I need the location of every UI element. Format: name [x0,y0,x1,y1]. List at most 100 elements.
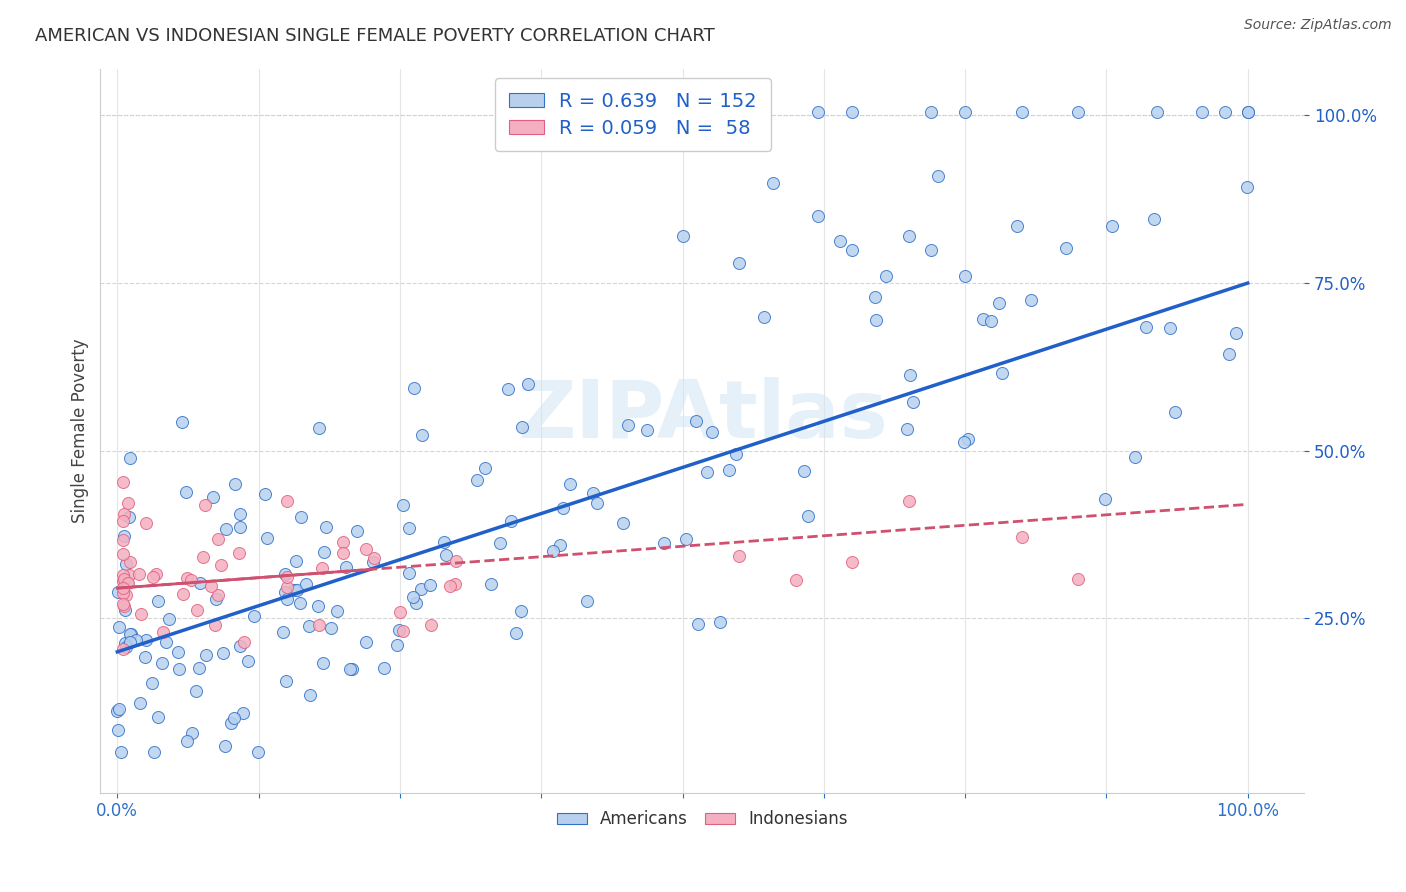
Americans [319,622,342,636]
Americans [118,451,141,466]
Americans [236,654,259,668]
Americans [685,414,707,428]
Americans [284,554,307,568]
Y-axis label: Single Female Poverty: Single Female Poverty [72,338,89,523]
Indonesians [176,571,198,585]
Indonesians [112,572,135,586]
Americans [1164,405,1187,419]
Indonesians [200,579,222,593]
Americans [972,312,994,326]
Americans [405,596,427,610]
Americans [274,585,297,599]
Americans [465,473,488,487]
Indonesians [354,542,377,557]
Indonesians [111,597,134,611]
Americans [114,635,136,649]
Indonesians [142,570,165,584]
Americans [290,509,312,524]
Indonesians [443,577,465,591]
Americans [1011,105,1033,120]
Americans [1135,320,1157,334]
Americans [190,575,212,590]
Americans [214,739,236,753]
Indonesians [186,603,208,617]
Americans [339,662,361,676]
Americans [118,510,141,524]
Americans [548,538,571,552]
Americans [205,591,228,606]
Indonesians [439,579,461,593]
Americans [120,627,142,641]
Americans [276,592,298,607]
Indonesians [111,514,134,528]
Indonesians [276,569,298,583]
Indonesians [172,587,194,601]
Americans [271,625,294,640]
Americans [187,661,209,675]
Americans [110,746,132,760]
Americans [807,209,830,223]
Americans [558,476,581,491]
Americans [283,582,305,597]
Americans [274,566,297,581]
Americans [841,243,863,257]
Indonesians [392,624,415,639]
Americans [229,508,252,522]
Americans [717,463,740,477]
Americans [146,710,169,724]
Americans [953,105,976,120]
Americans [114,603,136,617]
Americans [957,432,980,446]
Americans [228,520,250,534]
Indonesians [180,573,202,587]
Americans [134,649,156,664]
Americans [285,582,308,597]
Americans [980,314,1002,328]
Indonesians [233,634,256,648]
Americans [176,733,198,747]
Indonesians [332,535,354,549]
Americans [107,723,129,738]
Indonesians [145,566,167,581]
Americans [172,415,194,429]
Americans [828,234,851,248]
Americans [582,486,605,500]
Americans [228,639,250,653]
Americans [125,632,148,647]
Americans [243,609,266,624]
Americans [920,243,942,257]
Indonesians [276,494,298,508]
Americans [1218,347,1240,361]
Americans [728,256,751,270]
Americans [496,382,519,396]
Americans [1007,219,1029,233]
Americans [298,618,321,632]
Americans [1054,241,1077,255]
Text: Source: ZipAtlas.com: Source: ZipAtlas.com [1244,18,1392,32]
Americans [499,514,522,528]
Indonesians [785,573,807,587]
Americans [897,229,920,244]
Americans [105,705,128,719]
Legend: Americans, Indonesians: Americans, Indonesians [550,804,855,835]
Americans [388,623,411,637]
Americans [398,566,420,581]
Americans [174,484,197,499]
Indonesians [111,586,134,600]
Indonesians [111,642,134,657]
Americans [288,596,311,610]
Americans [169,662,191,676]
Americans [340,662,363,676]
Indonesians [117,496,139,510]
Americans [315,520,337,534]
Americans [696,465,718,479]
Americans [509,603,531,617]
Americans [1143,211,1166,226]
Americans [387,638,409,652]
Indonesians [209,558,232,573]
Americans [402,590,425,604]
Americans [551,500,574,515]
Americans [489,536,512,550]
Americans [325,604,347,618]
Americans [686,616,709,631]
